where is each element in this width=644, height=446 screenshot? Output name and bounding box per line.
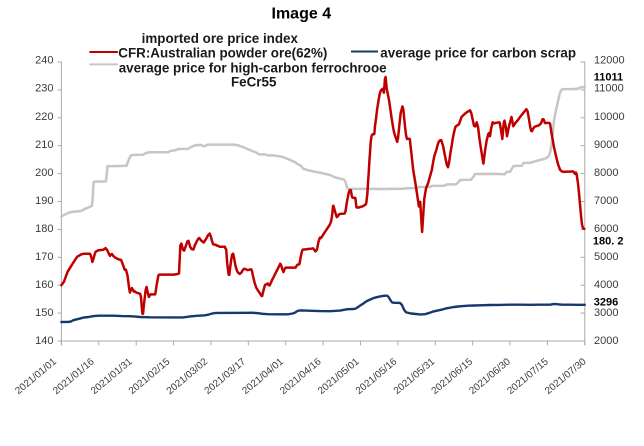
svg-text:230: 230 [35,83,53,95]
svg-text:150: 150 [35,307,53,319]
svg-text:160: 160 [35,279,53,291]
svg-text:240: 240 [35,55,53,67]
svg-text:210: 210 [35,139,53,151]
svg-text:6000: 6000 [594,223,618,235]
svg-text:7000: 7000 [594,195,618,207]
svg-text:4000: 4000 [594,279,618,291]
svg-text:2000: 2000 [594,335,618,347]
svg-text:140: 140 [35,335,53,347]
svg-text:170: 170 [35,251,53,263]
svg-text:180. 2: 180. 2 [593,235,624,247]
svg-text:Image 4: Image 4 [272,5,332,22]
svg-text:10000: 10000 [594,111,625,123]
svg-text:3296: 3296 [594,297,618,309]
svg-text:220: 220 [35,111,53,123]
svg-text:11011: 11011 [594,72,623,84]
svg-text:3000: 3000 [594,307,618,319]
svg-text:190: 190 [35,195,53,207]
svg-text:8000: 8000 [594,167,618,179]
svg-text:5000: 5000 [594,251,618,263]
svg-text:average price for carbon scrap: average price for carbon scrap [380,46,576,61]
svg-text:FeCr55: FeCr55 [231,75,277,90]
svg-text:9000: 9000 [594,139,618,151]
svg-text:average price for high-carbon: average price for high-carbon ferrochroo… [119,60,387,75]
svg-text:11000: 11000 [594,83,624,95]
svg-text:imported ore price index: imported ore price index [142,31,299,46]
svg-text:200: 200 [35,167,53,179]
svg-text:CFR:Australian powder ore(62%): CFR:Australian powder ore(62%) [118,46,327,61]
svg-text:12000: 12000 [594,55,625,67]
svg-text:180: 180 [35,223,53,235]
